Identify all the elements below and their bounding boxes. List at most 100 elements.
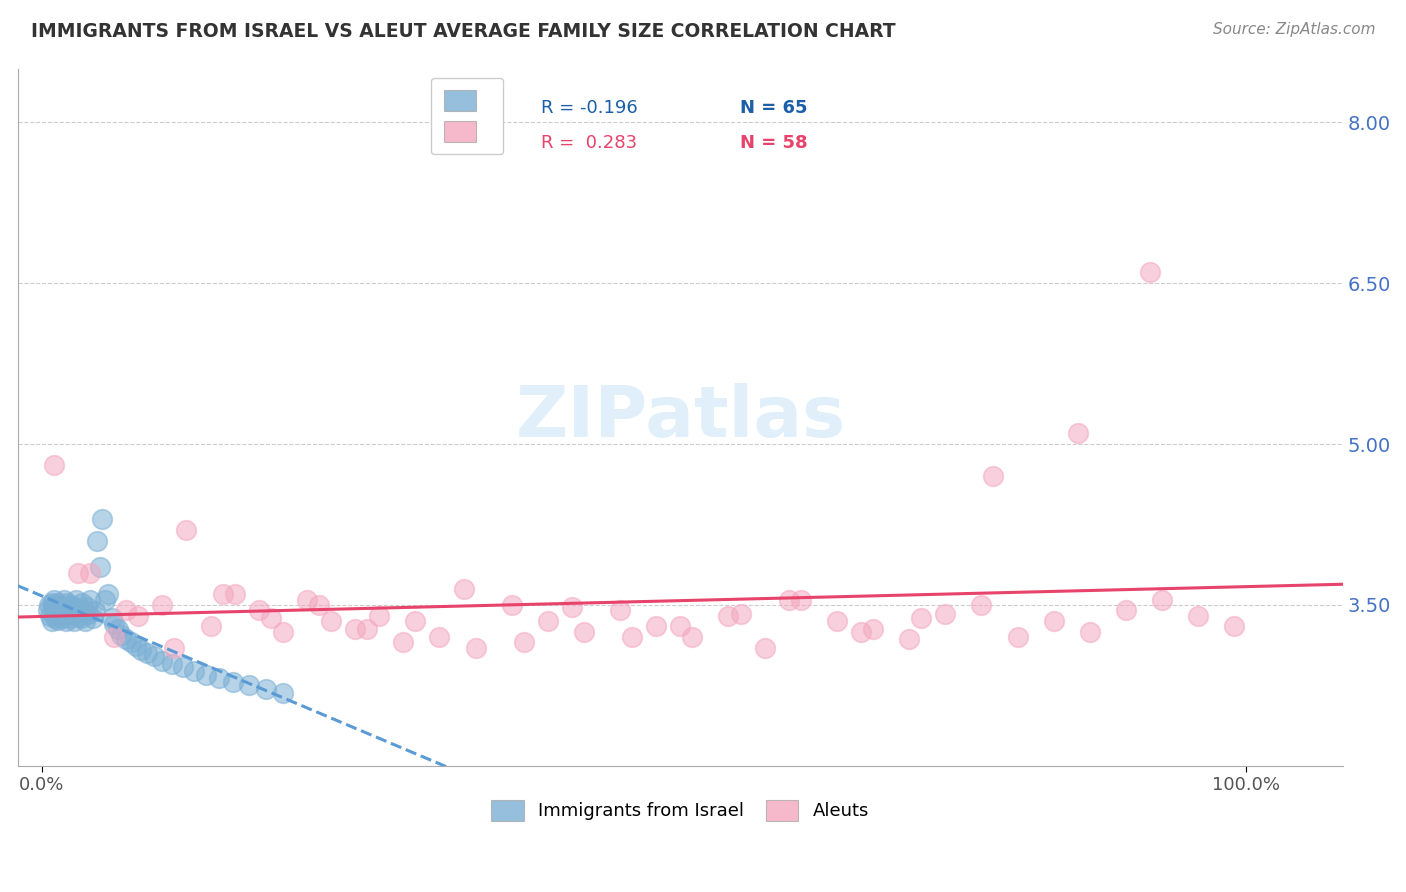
Point (67, 566, 90, 580)
Point (1042, 614, 1064, 628)
Point (59, 598, 82, 612)
Point (76, 600, 98, 615)
Point (970, 598, 993, 612)
Point (45, 604, 67, 618)
Point (513, 635, 536, 649)
Point (429, 630, 451, 644)
Point (621, 630, 644, 644)
Point (46, 596, 69, 610)
Point (103, 630, 125, 644)
Point (453, 582, 475, 596)
Point (356, 622, 378, 636)
Point (1007, 630, 1029, 644)
Legend: Immigrants from Israel, Aleuts: Immigrants from Israel, Aleuts (478, 788, 882, 833)
Point (208, 671, 231, 685)
Point (76, 607, 98, 621)
Point (97, 587, 120, 601)
Point (46, 613, 69, 627)
Point (67, 608, 90, 623)
Point (211, 587, 233, 601)
Point (669, 619, 692, 633)
Point (247, 603, 270, 617)
Text: N = 65: N = 65 (740, 98, 807, 117)
Text: N = 58: N = 58 (740, 134, 807, 152)
Point (51, 611, 73, 625)
Point (271, 624, 294, 639)
Point (44, 611, 66, 625)
Point (52, 592, 75, 607)
Text: R = -0.196: R = -0.196 (541, 98, 638, 117)
Point (1067, 426, 1090, 441)
Point (37, 603, 59, 617)
Point (537, 614, 560, 628)
Point (53, 603, 76, 617)
Text: ZIPatlas: ZIPatlas (515, 383, 845, 451)
Point (42, 607, 65, 621)
Point (681, 630, 703, 644)
Point (48, 603, 70, 617)
Text: Source: ZipAtlas.com: Source: ZipAtlas.com (1212, 22, 1375, 37)
Point (160, 657, 183, 671)
Point (898, 632, 921, 647)
Point (572, 624, 595, 639)
Point (110, 628, 132, 642)
Point (91, 512, 114, 526)
Point (125, 639, 148, 653)
Point (129, 643, 152, 657)
Point (107, 622, 129, 636)
Point (152, 598, 174, 612)
Point (56, 596, 79, 610)
Point (51, 600, 73, 615)
Point (52, 608, 75, 623)
Point (1139, 265, 1161, 279)
Point (45, 598, 67, 612)
Point (115, 603, 138, 617)
Point (183, 665, 205, 679)
Point (103, 617, 125, 632)
Point (224, 587, 246, 601)
Point (41, 614, 63, 628)
Point (1187, 608, 1209, 623)
Point (561, 600, 583, 615)
Point (59, 611, 82, 625)
Point (222, 675, 245, 690)
Point (79, 592, 101, 607)
Point (1078, 624, 1101, 639)
Point (101, 611, 124, 625)
Point (120, 635, 142, 649)
Point (392, 635, 415, 649)
Point (75, 614, 97, 628)
Point (368, 608, 391, 623)
Point (1152, 592, 1174, 607)
Point (115, 632, 138, 647)
Point (86, 533, 108, 548)
Point (42, 458, 65, 473)
Point (70, 596, 93, 610)
Point (73, 603, 96, 617)
Point (82, 611, 104, 625)
Point (38, 598, 60, 612)
Point (319, 614, 342, 628)
Point (778, 592, 800, 607)
Point (717, 608, 740, 623)
Point (172, 660, 194, 674)
Point (39, 608, 62, 623)
Point (271, 686, 294, 700)
Point (849, 624, 872, 639)
Point (983, 469, 1005, 483)
Point (135, 646, 157, 660)
Point (790, 592, 813, 607)
Point (404, 614, 426, 628)
Point (163, 640, 186, 655)
Point (254, 681, 277, 696)
Point (152, 654, 174, 668)
Point (79, 566, 101, 580)
Text: R =  0.283: R = 0.283 (541, 134, 637, 152)
Point (143, 649, 166, 664)
Point (127, 608, 149, 623)
Point (730, 607, 752, 621)
Point (49, 607, 72, 621)
Point (89, 560, 111, 574)
Point (60, 607, 83, 621)
Point (176, 523, 198, 537)
